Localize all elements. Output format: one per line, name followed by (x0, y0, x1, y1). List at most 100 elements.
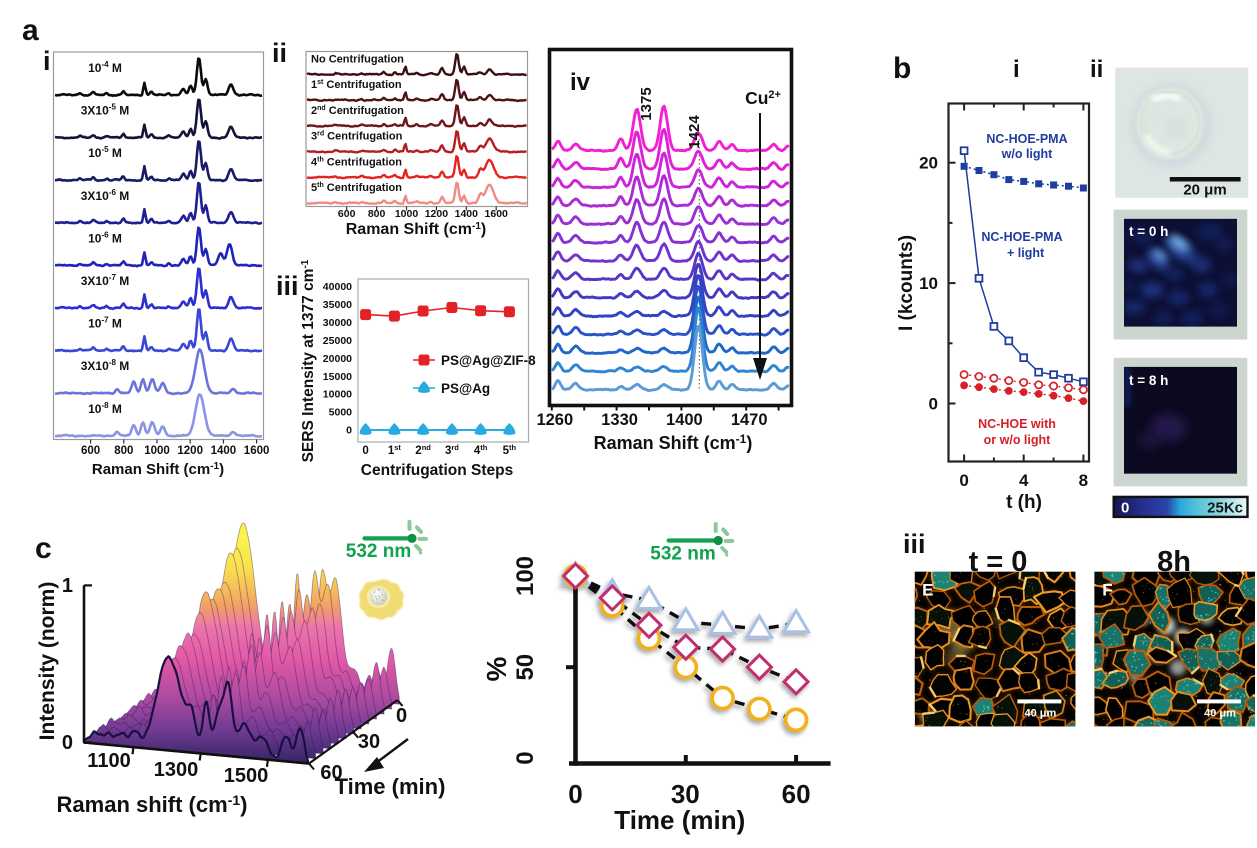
svg-text:or w/o light: or w/o light (984, 433, 1051, 447)
svg-text:ii: ii (1090, 56, 1103, 83)
svg-text:15000: 15000 (323, 371, 352, 383)
svg-text:40 μm: 40 μm (1204, 707, 1236, 719)
svg-text:600: 600 (81, 445, 100, 457)
svg-text:532 nm: 532 nm (650, 544, 715, 565)
svg-text:25000: 25000 (323, 335, 352, 347)
svg-text:Time (min): Time (min) (614, 805, 745, 835)
svg-text:+ light: + light (1007, 246, 1045, 260)
svg-text:1000: 1000 (395, 208, 419, 220)
svg-text:0: 0 (929, 395, 938, 414)
svg-text:1200: 1200 (177, 445, 203, 457)
svg-text:SERS Intensity at 1377 cm-1: SERS Intensity at 1377 cm-1 (300, 259, 317, 462)
svg-text:i: i (1013, 56, 1020, 83)
svg-text:0: 0 (1121, 500, 1129, 517)
svg-text:Time (min): Time (min) (335, 774, 446, 799)
svg-text:1st Centrifugation: 1st Centrifugation (311, 79, 402, 91)
svg-text:1400: 1400 (666, 411, 703, 429)
svg-text:1400: 1400 (211, 445, 237, 457)
svg-text:ii: ii (272, 38, 287, 68)
svg-text:NC-HOE with: NC-HOE with (978, 417, 1056, 431)
svg-text:3X10-6 M: 3X10-6 M (81, 188, 130, 203)
svg-text:NC-HOE-PMA: NC-HOE-PMA (981, 230, 1062, 244)
svg-text:a: a (22, 14, 39, 47)
svg-text:1600: 1600 (244, 445, 270, 457)
svg-text:8: 8 (1079, 471, 1088, 490)
svg-text:0: 0 (396, 705, 407, 727)
svg-text:4th Centrifugation: 4th Centrifugation (311, 156, 402, 168)
svg-text:1470: 1470 (731, 411, 768, 429)
svg-text:50: 50 (512, 654, 539, 681)
svg-text:1st: 1st (388, 443, 402, 457)
svg-text:10-8 M: 10-8 M (88, 401, 122, 416)
svg-text:2nd: 2nd (415, 443, 431, 457)
svg-text:532 nm: 532 nm (346, 541, 411, 562)
svg-text:Raman Shift (cm-1): Raman Shift (cm-1) (92, 461, 224, 478)
svg-text:i: i (43, 46, 51, 76)
svg-text:w/o light: w/o light (1001, 147, 1054, 161)
svg-text:60: 60 (320, 762, 342, 784)
svg-text:0: 0 (62, 732, 73, 754)
svg-text:1600: 1600 (485, 208, 509, 220)
svg-text:60: 60 (782, 779, 811, 809)
svg-text:35000: 35000 (323, 299, 352, 311)
svg-text:5000: 5000 (329, 407, 353, 419)
svg-text:E: E (922, 581, 933, 600)
svg-text:100: 100 (512, 556, 539, 596)
svg-text:800: 800 (368, 208, 386, 220)
svg-text:I (kcounts): I (kcounts) (896, 235, 917, 331)
svg-text:1260: 1260 (536, 411, 573, 429)
svg-text:t = 8 h: t = 8 h (1129, 373, 1168, 388)
svg-text:20000: 20000 (323, 353, 352, 365)
svg-text:0: 0 (346, 425, 352, 437)
svg-text:PS@Ag: PS@Ag (441, 381, 490, 396)
svg-text:30: 30 (671, 779, 700, 809)
svg-text:800: 800 (114, 445, 133, 457)
svg-text:No Centrifugation: No Centrifugation (311, 53, 404, 65)
svg-text:PS@Ag@ZIF-8: PS@Ag@ZIF-8 (441, 353, 536, 368)
svg-text:10-5 M: 10-5 M (88, 145, 122, 160)
svg-text:10-4 M: 10-4 M (88, 60, 122, 75)
svg-text:2nd Centrifugation: 2nd Centrifugation (311, 105, 404, 117)
svg-text:3X10-8 M: 3X10-8 M (81, 358, 130, 373)
svg-text:1330: 1330 (601, 411, 638, 429)
svg-text:b: b (893, 52, 911, 85)
svg-text:t (h): t (h) (1006, 492, 1042, 513)
svg-text:Intensity (norm): Intensity (norm) (36, 582, 59, 741)
svg-text:1500: 1500 (224, 765, 269, 787)
svg-text:c: c (35, 532, 52, 565)
svg-text:0: 0 (568, 779, 582, 809)
svg-text:t = 0 h: t = 0 h (1129, 224, 1168, 239)
svg-text:3X10-5 M: 3X10-5 M (81, 103, 130, 118)
svg-text:10-7 M: 10-7 M (88, 316, 122, 331)
svg-text:5th Centrifugation: 5th Centrifugation (311, 182, 402, 194)
svg-text:Raman shift (cm-1): Raman shift (cm-1) (57, 792, 248, 817)
svg-text:0: 0 (959, 471, 968, 490)
svg-text:1424: 1424 (686, 115, 703, 149)
svg-text:NC-HOE-PMA: NC-HOE-PMA (986, 132, 1067, 146)
svg-text:Raman Shift (cm-1): Raman Shift (cm-1) (346, 221, 486, 238)
svg-text:3X10-7 M: 3X10-7 M (81, 273, 130, 288)
svg-text:1200: 1200 (425, 208, 449, 220)
svg-text:30000: 30000 (323, 317, 352, 329)
svg-text:5th: 5th (503, 443, 517, 457)
svg-text:0: 0 (512, 751, 539, 764)
svg-text:3rd: 3rd (445, 443, 459, 457)
svg-text:1000: 1000 (144, 445, 170, 457)
svg-text:4: 4 (1019, 471, 1029, 490)
svg-text:Raman Shift (cm-1): Raman Shift (cm-1) (594, 432, 753, 453)
svg-text:Centrifugation Steps: Centrifugation Steps (361, 462, 513, 479)
svg-text:600: 600 (338, 208, 356, 220)
svg-text:25Kc: 25Kc (1207, 500, 1243, 517)
svg-text:0: 0 (362, 445, 368, 457)
svg-text:1300: 1300 (154, 759, 199, 781)
svg-text:40000: 40000 (323, 281, 352, 293)
svg-text:1100: 1100 (87, 750, 130, 772)
svg-text:1: 1 (62, 575, 73, 597)
svg-text:F: F (1102, 581, 1112, 600)
svg-text:1375: 1375 (638, 87, 655, 120)
svg-text:4th: 4th (474, 443, 488, 457)
svg-text:10: 10 (919, 274, 938, 293)
svg-text:3rd Centrifugation: 3rd Centrifugation (311, 131, 403, 143)
svg-text:20 μm: 20 μm (1183, 182, 1226, 199)
svg-text:10-6 M: 10-6 M (88, 230, 122, 245)
